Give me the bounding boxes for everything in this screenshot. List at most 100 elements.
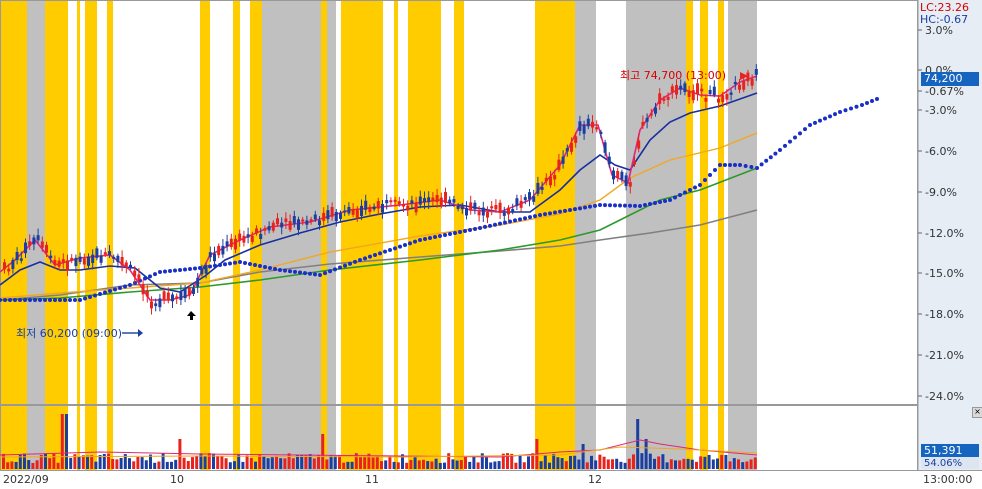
candle-body [171,294,174,302]
ichimoku-dot [573,207,577,212]
volume-bar [489,462,493,469]
ichimoku-dot [533,214,537,219]
ichimoku-dot [268,266,272,270]
ichimoku-dot [523,216,527,221]
last-volume-tag: 51,391 [921,444,979,457]
candle-body [99,255,103,263]
ichimoku-dot [53,298,57,302]
volume-bar [409,459,413,469]
volume-bar [128,458,131,469]
volume-bar [300,455,304,469]
volume-bar [195,455,199,469]
candle-body [418,196,422,205]
ichimoku-dot [278,268,282,272]
candle-body [112,256,116,259]
candlestick-series [3,64,758,315]
ichimoku-dot [188,267,192,271]
ichimoku-dot [313,272,317,277]
candle-body [725,93,729,100]
ichimoku-dot [528,215,532,220]
volume-bar [132,461,136,469]
volume-bar [548,462,551,469]
candle-body [456,205,460,209]
volume-bar [241,461,245,469]
ichimoku-dot [875,97,879,101]
ichimoku-dot [333,267,337,272]
ichimoku-dot [263,265,267,269]
volume-bar [228,462,232,469]
ichimoku-dot [288,269,292,274]
candle-body [515,198,519,206]
ichimoku-dot [603,203,607,208]
volume-bar [161,453,165,469]
ichimoku-dot [678,193,682,197]
ichimoku-dot [128,283,132,287]
candle-body [490,206,494,209]
volume-bar [279,458,283,469]
highlight-band [394,1,398,470]
ichimoku-dot [783,143,787,148]
candle-body [452,199,456,203]
close-x-icon[interactable]: × [972,407,982,418]
volume-bar [182,457,186,469]
candle-body [78,256,82,262]
volume-bar [224,458,228,469]
chart-markers [122,72,748,337]
volume-bar [317,455,320,469]
candle-body [557,159,561,171]
volume-bar [485,457,488,469]
candle-body [544,177,548,182]
candle-body [670,86,674,93]
volume-bar [703,456,707,469]
candle-body [204,265,208,274]
candle-body [339,212,342,219]
candle-body [536,182,540,194]
candle-body [414,203,418,213]
candle-body [427,197,431,203]
volume-bar [401,454,404,469]
candle-body [61,259,65,263]
ichimoku-dot [548,211,552,216]
volume-bar [233,461,236,469]
ichimoku-dot [388,248,392,252]
candle-body [633,161,636,165]
volume-bar [174,459,178,469]
candle-body [528,192,531,200]
ichimoku-dot [473,227,477,231]
volume-bar [388,456,392,469]
candle-body [351,208,355,215]
ichimoku-dot [683,190,687,195]
ichimoku-dot [173,268,177,273]
volume-bar [98,455,102,469]
ichimoku-dot [178,268,182,272]
volume-bar [720,454,724,469]
ichimoku-dot [438,234,442,238]
candle-body [389,200,393,203]
candle-body [32,237,36,245]
volume-bar [590,455,593,469]
ichimoku-dot [854,104,859,109]
volume-bar [468,461,472,469]
volume-bar [396,462,400,469]
volume-bar [552,453,556,469]
ichimoku-dot [18,298,22,302]
volume-bar [321,434,325,469]
volume-bar [636,419,640,469]
volume-bar [653,458,656,469]
volume-bar [157,461,161,469]
candle-body [213,253,216,262]
candle-body [628,182,632,187]
ichimoku-dot [588,204,592,209]
highlight-band [0,1,27,470]
volume-bar [682,458,686,469]
volume-bar [338,455,341,469]
candle-body [120,257,124,266]
volume-bar [44,453,47,469]
highlight-band [27,1,45,470]
candle-body [267,226,271,231]
ichimoku-dot [308,271,312,276]
ichimoku-dot [568,208,572,212]
candle-body [607,156,611,165]
candle-body [570,142,573,152]
